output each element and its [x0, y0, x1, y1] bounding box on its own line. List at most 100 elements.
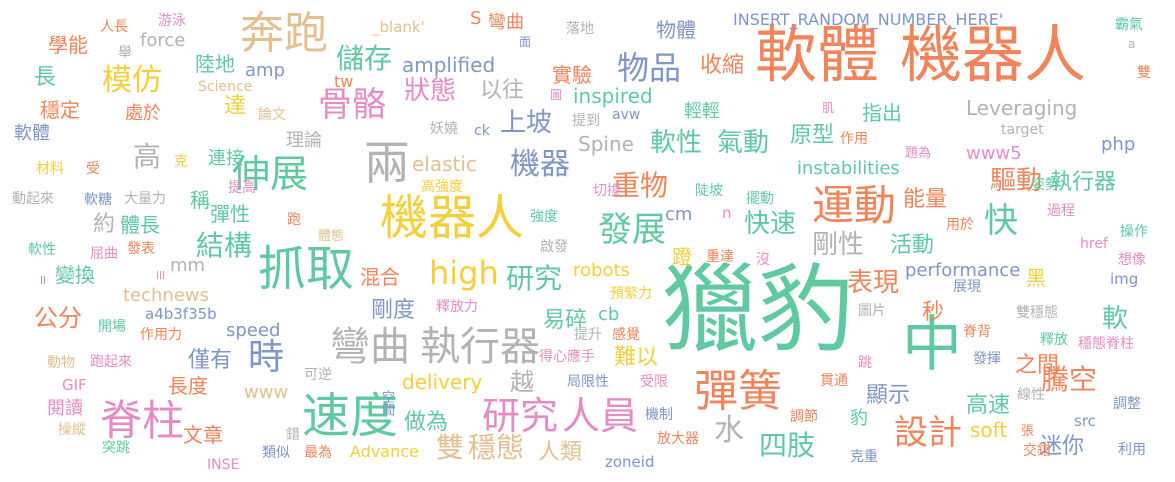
word-tichang: 體長: [120, 213, 160, 237]
word-biaoxian: 表現: [847, 268, 900, 298]
word-fabiao: 發表: [127, 241, 155, 257]
word-yanjiu: 研究: [482, 394, 559, 438]
word-zhichu: 指出: [862, 101, 902, 125]
word-caozong: 操縱: [58, 422, 86, 438]
word-jiaocuo: 交錯: [1023, 443, 1051, 459]
word-cb: cb: [598, 304, 620, 325]
word-robots: robots: [573, 260, 630, 281]
word-href: href: [1080, 236, 1108, 252]
word-inspired: inspired: [573, 84, 653, 108]
word-yue-2: 約: [93, 212, 116, 237]
word-gif: GIF: [62, 376, 87, 394]
word-ll: ll: [40, 274, 47, 287]
word-dongwu: 動物: [47, 355, 75, 371]
word-shui: 水: [714, 413, 744, 448]
word-jizhu: 脊柱: [100, 396, 185, 445]
word-ruantang: 軟糖: [84, 192, 112, 208]
word-kuaisu: 快速: [744, 209, 797, 239]
word-zhang: 張: [1021, 424, 1035, 439]
word-zhuaqu: 抓取: [258, 241, 355, 297]
word-wuti: 物體: [656, 18, 696, 42]
word-zhijian: 之間: [1015, 353, 1060, 378]
word-kuai: 快: [984, 201, 1018, 241]
word-shouxian: 受限: [640, 374, 668, 390]
word-mm: mm: [170, 255, 206, 276]
word-speed: speed: [226, 320, 281, 341]
word-miao: 秒: [922, 300, 945, 325]
word-bao: 豹: [850, 408, 868, 429]
word-jinyou: 僅有: [188, 348, 233, 373]
word-tw: tw: [334, 72, 354, 91]
word-advance: Advance: [350, 442, 419, 461]
word-jizhi: 機制: [645, 407, 673, 423]
word-tiao: 跳: [858, 355, 872, 371]
word-php: php: [1101, 134, 1136, 155]
word-spine: Spine: [578, 132, 634, 156]
word-high: high: [429, 254, 499, 292]
word-tigao: 提高: [228, 180, 256, 196]
word-dongqilai: 動起來: [12, 191, 54, 207]
word-wanqu-2: 彎曲: [488, 12, 524, 33]
word-wenzhang: 文章: [183, 423, 223, 447]
word-s: S: [470, 8, 482, 29]
word-science: Science: [198, 79, 253, 95]
word-inse: INSE: [207, 457, 240, 473]
word-shiyan: 實驗: [552, 63, 592, 87]
word-cuo: 錯: [286, 427, 300, 443]
word-yongyu: 用於: [946, 217, 974, 233]
word-jibei: 脊背: [963, 324, 991, 340]
word-zuiwei: 最為: [304, 445, 332, 461]
word-gaoqiangdu: 高強度: [421, 179, 463, 195]
word-a4b3f35b: a4b3f35b: [145, 305, 217, 323]
word-jiqiren: 機器人: [900, 18, 1087, 91]
word-wentai: 穩態: [468, 431, 525, 464]
word-kezhong: 克重: [850, 449, 878, 465]
word-yanjiu-2: 研究: [506, 262, 563, 295]
word-shenzhan: 伸展: [232, 152, 309, 196]
word-kaichang: 開場: [98, 319, 126, 335]
word-zuoyongli: 作用力: [140, 327, 182, 343]
word-shangpo: 上坡: [500, 108, 553, 138]
word-qiangdu: 強度: [530, 209, 558, 225]
word-zuoyong: 作用: [840, 131, 868, 147]
word-fazhan: 發展: [598, 210, 666, 250]
word-img: img: [1110, 270, 1139, 288]
word-ju: 舉: [118, 45, 132, 61]
word-qiehuan: 切換: [593, 183, 621, 199]
word-tanxing: 彈性: [210, 202, 250, 226]
word-lianjie: 連接: [208, 148, 244, 169]
word-shousuo: 收縮: [700, 53, 745, 78]
word-doupo: 陡坡: [695, 183, 723, 199]
word-gangdu: 剛度: [371, 298, 416, 323]
word-wending: 穩定: [40, 98, 80, 122]
word-tu: 圖: [550, 88, 563, 102]
word-xiangxiang: 想像: [1118, 252, 1146, 268]
word-hunhe: 混合: [360, 265, 400, 289]
word-shi: 時: [248, 337, 285, 378]
word-instabilities: instabilities: [797, 158, 900, 179]
word-www5: www5: [966, 143, 1022, 164]
word-youyong: 游泳: [158, 13, 186, 29]
word-ganjue: 感覺: [612, 327, 640, 343]
word-jiegou: 結構: [196, 229, 253, 262]
word-paoqilai: 跑起來: [90, 354, 132, 370]
word-bianhuan: 變換: [55, 263, 95, 287]
word-xueneng: 學能: [48, 33, 88, 57]
word-qidong: 氣動: [717, 128, 770, 158]
word-chuyu: 處於: [125, 103, 161, 124]
word-nengliang: 能量: [903, 187, 948, 212]
word-tiaozheng: 調整: [1113, 396, 1141, 412]
word-shifang: 釋放: [1040, 332, 1068, 348]
word-guge: 骨骼: [318, 85, 386, 125]
word-tiaojie: 調節: [790, 409, 818, 425]
word-delivery: delivery: [402, 370, 483, 394]
word-changdu: 長度: [168, 374, 208, 398]
word-tutiao: 突跳: [102, 440, 130, 456]
word-benpao: 奔跑: [240, 8, 328, 59]
word-shuangwentai: 雙穩態: [1016, 305, 1058, 321]
word-a: a: [1128, 37, 1136, 51]
word-leisi: 類似: [262, 445, 290, 461]
word-amp: amp: [245, 60, 285, 81]
word-zhongwu: 重物: [612, 169, 669, 202]
